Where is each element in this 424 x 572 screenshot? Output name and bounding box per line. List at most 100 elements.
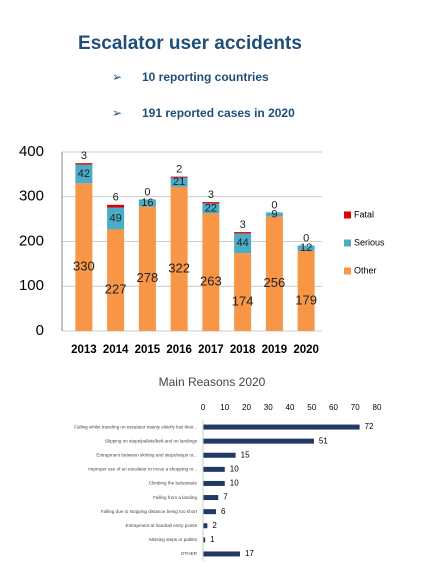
bar-segment bbox=[265, 212, 283, 217]
bar bbox=[203, 523, 208, 529]
x-tick-label: 50 bbox=[307, 403, 316, 412]
bar-segment bbox=[170, 176, 188, 178]
data-label: 179 bbox=[295, 292, 317, 307]
y-tick-label: 300 bbox=[19, 188, 44, 205]
bar-segment bbox=[234, 253, 252, 331]
y-tick-label: 200 bbox=[19, 232, 44, 249]
bar-segment bbox=[265, 216, 283, 331]
data-label: 0 bbox=[303, 232, 309, 244]
data-label: 0 bbox=[271, 199, 277, 211]
data-label: 10 bbox=[230, 464, 239, 473]
data-label: 256 bbox=[264, 275, 286, 290]
data-label: 278 bbox=[137, 270, 159, 285]
bar bbox=[203, 466, 225, 472]
data-label: 16 bbox=[141, 197, 153, 209]
y-tick-label: Falling due to stopping distance being t… bbox=[101, 509, 198, 514]
x-tick-label: 2020 bbox=[293, 344, 319, 356]
x-tick-label: 2013 bbox=[71, 344, 97, 356]
data-label: 12 bbox=[300, 242, 312, 254]
y-tick-label: 100 bbox=[19, 277, 44, 294]
bar-segment bbox=[75, 164, 93, 184]
data-label: 322 bbox=[168, 260, 190, 275]
x-tick-label: 2015 bbox=[135, 344, 161, 356]
bar-segment bbox=[202, 213, 220, 331]
x-tick-label: 0 bbox=[201, 403, 206, 412]
data-label: 3 bbox=[208, 189, 214, 201]
y-tick-label: Entrapment between skirting and steps/st… bbox=[96, 452, 197, 457]
data-label: 72 bbox=[365, 422, 374, 431]
bullet-arrow: ➢ bbox=[112, 106, 122, 120]
bullet: 10 reporting countries bbox=[142, 70, 269, 84]
bar-segment bbox=[138, 206, 156, 331]
x-tick-label: 60 bbox=[329, 403, 338, 412]
data-label: 49 bbox=[110, 212, 122, 224]
y-tick-label: 0 bbox=[36, 322, 44, 339]
bar-segment bbox=[170, 186, 188, 331]
data-label: 0 bbox=[144, 186, 150, 198]
data-label: 10 bbox=[230, 479, 239, 488]
bar-segment bbox=[297, 250, 315, 331]
bar bbox=[203, 551, 240, 557]
data-label: 9 bbox=[271, 208, 277, 220]
data-label: 17 bbox=[245, 549, 254, 558]
bar-segment bbox=[138, 199, 156, 207]
bar-segment bbox=[75, 183, 93, 331]
y-tick-label: Improper use of an escalator to move a s… bbox=[88, 467, 197, 472]
x-tick-label: 20 bbox=[242, 403, 251, 412]
legend-label: Fatal bbox=[354, 209, 374, 219]
y-tick-label: Falling whilst traveling on escalator ma… bbox=[74, 424, 197, 429]
x-tick-label: 10 bbox=[220, 403, 229, 412]
bar-segment bbox=[234, 232, 252, 234]
bar-segment bbox=[107, 229, 125, 331]
bar-segment bbox=[107, 207, 125, 230]
data-label: 6 bbox=[113, 192, 119, 204]
x-tick-label: 2017 bbox=[198, 344, 224, 356]
legend-swatch bbox=[344, 239, 351, 247]
bar bbox=[203, 438, 314, 444]
data-label: 51 bbox=[319, 436, 328, 445]
bar-segment bbox=[107, 204, 125, 208]
data-label: 7 bbox=[223, 493, 228, 502]
data-label: 1 bbox=[210, 535, 215, 544]
slide-title: Escalator user accidents bbox=[78, 33, 302, 54]
x-tick-label: 70 bbox=[351, 403, 360, 412]
bar bbox=[203, 495, 219, 501]
data-label: 21 bbox=[173, 176, 185, 188]
x-tick-label: 40 bbox=[286, 403, 295, 412]
bar bbox=[203, 480, 225, 486]
legend-swatch bbox=[344, 267, 351, 275]
legend-label: Serious bbox=[354, 237, 385, 247]
x-tick-label: 30 bbox=[264, 403, 273, 412]
data-label: 263 bbox=[200, 274, 222, 289]
data-label: 6 bbox=[221, 507, 226, 516]
data-label: 330 bbox=[73, 259, 95, 274]
x-tick-label: 2016 bbox=[166, 344, 192, 356]
y-tick-label: Missing steps or pallets bbox=[149, 537, 197, 542]
data-label: 42 bbox=[78, 168, 90, 180]
bar bbox=[203, 452, 236, 458]
y-tick-label: Falling from a landing bbox=[153, 495, 197, 500]
y-tick-label: Slipping on steps/pallets/belt and on la… bbox=[105, 438, 198, 443]
legend-label: Other bbox=[354, 265, 377, 275]
data-label: 174 bbox=[232, 294, 254, 309]
x-tick-label: 2014 bbox=[103, 344, 129, 356]
x-tick-label: 2018 bbox=[230, 344, 256, 356]
x-tick-label: 2019 bbox=[262, 344, 288, 356]
bar-segment bbox=[202, 202, 220, 204]
data-label: 3 bbox=[81, 150, 87, 162]
y-tick-label: 400 bbox=[19, 143, 44, 160]
data-label: 3 bbox=[240, 219, 246, 231]
bar-segment bbox=[234, 233, 252, 254]
y-tick-label: OTHER bbox=[181, 551, 198, 556]
data-label: 227 bbox=[105, 282, 127, 297]
bar-segment bbox=[75, 163, 93, 165]
chart-title: Main Reasons 2020 bbox=[159, 375, 266, 389]
y-tick-label: Climbing the balustrade bbox=[149, 481, 198, 486]
bullet-arrow: ➢ bbox=[112, 70, 122, 84]
data-label: 2 bbox=[212, 521, 217, 530]
data-label: 22 bbox=[205, 202, 217, 214]
data-label: 2 bbox=[176, 164, 182, 176]
y-tick-label: Entrapment at handrail entry points bbox=[126, 523, 198, 528]
bar-segment bbox=[202, 203, 220, 214]
